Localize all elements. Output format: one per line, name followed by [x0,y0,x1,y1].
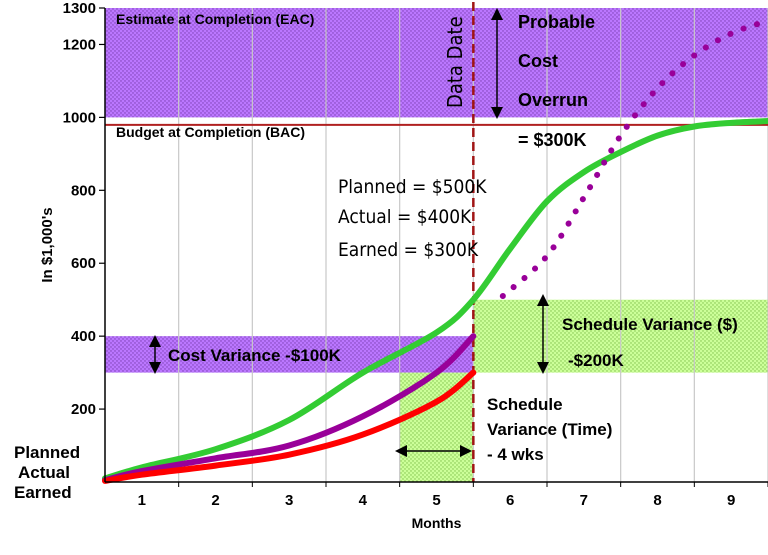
y-tick-label: 1200 [63,36,96,53]
probable-label: Probable [518,12,595,32]
x-tick-label: 1 [138,492,146,509]
planned-value-text: Planned = $500K [338,176,487,198]
overrun-value: = $300K [518,130,587,150]
series-earned [102,369,477,484]
y-tick-label: 1000 [63,109,96,126]
data-date-label: Data Date [443,16,467,108]
x-tick-label: 7 [580,492,588,509]
cost-variance-label: Cost Variance -$100K [168,346,342,365]
y-tick-label: 200 [71,401,96,418]
legend-planned: Planned [14,443,80,462]
schedule-variance-dollar-label: Schedule Variance ($) [562,315,738,334]
x-tick-label: 2 [211,492,219,509]
series-actual [102,333,477,484]
series-planned [102,118,768,482]
x-tick-label: 4 [359,492,368,509]
y-tick-label: 400 [71,328,96,345]
series-layer [102,17,768,484]
schedule-variance-time-line3: - 4 wks [487,445,544,464]
cost-label: Cost [518,51,558,71]
x-tick-label: 3 [285,492,293,509]
x-tick-label: 5 [432,492,440,509]
band-1 [105,336,474,373]
schedule-variance-time-line2: Variance (Time) [487,420,612,439]
series-projected-actual [499,17,768,300]
eac-label: Estimate at Completion (EAC) [116,11,314,27]
y-tick-label: 1300 [63,0,96,17]
x-tick-label: 8 [653,492,661,509]
actual-value-text: Actual = $400K [338,206,472,228]
earned-value-text: Earned = $300K [338,239,479,261]
bac-label: Budget at Completion (BAC) [116,124,305,140]
legend-earned: Earned [14,483,72,502]
x-axis-label: Months [412,515,462,531]
schedule-variance-dollar-value: -$200K [568,351,624,370]
annotations-layer: Estimate at Completion (EAC) Budget at C… [14,7,738,502]
x-tick-label: 6 [506,492,514,509]
overrun-label: Overrun [518,90,588,110]
band-0 [105,8,768,118]
x-tick-label: 9 [727,492,735,509]
y-tick-label: 800 [71,182,96,199]
schedule-variance-time-line1: Schedule [487,395,563,414]
legend-actual: Actual [18,463,70,482]
bands-layer [105,8,768,482]
y-axis-label: In $1,000's [39,207,56,282]
axes-layer: 200 400 600 800 1000 1200 1300 1 2 3 4 5 6 7 8 9 Months I… [39,0,768,531]
reference-lines-layer [105,2,768,482]
y-tick-label: 600 [71,255,96,272]
